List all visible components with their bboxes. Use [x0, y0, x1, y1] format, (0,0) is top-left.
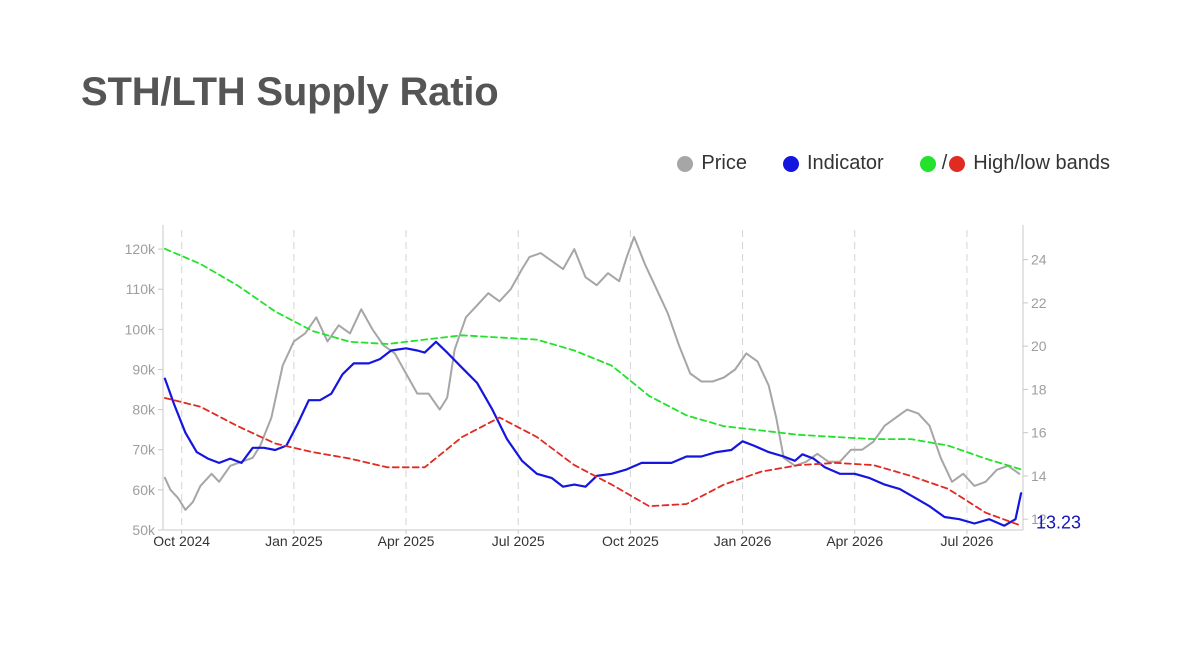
price-legend-dot [677, 155, 694, 172]
low-band-line[interactable] [164, 397, 1022, 527]
x-tick-label: Apr 2025 [378, 533, 435, 549]
series [163, 236, 1023, 527]
legend-bands-label: High/low bands [973, 152, 1110, 174]
x-tick-label: Jan 2026 [714, 533, 772, 549]
right-tick-label: 22 [1031, 295, 1047, 311]
legend-bands-separator: / [941, 152, 948, 174]
price-line[interactable] [163, 236, 1021, 511]
indicator-line[interactable] [163, 340, 1023, 527]
legend-item-bands[interactable]: / High/low bands [919, 152, 1110, 175]
axes [158, 225, 1028, 534]
left-tick-label: 90k [132, 361, 156, 377]
x-tick-label: Oct 2024 [153, 533, 210, 549]
right-tick-label: 20 [1031, 338, 1047, 354]
legend: Price Indicator / High/low bands [677, 152, 1110, 175]
legend-item-indicator[interactable]: Indicator [782, 152, 884, 175]
left-tick-label: 80k [132, 402, 156, 418]
left-tick-label: 50k [132, 522, 156, 538]
legend-indicator-label: Indicator [806, 152, 884, 174]
high-band-legend-dot [919, 155, 936, 172]
left-tick-label: 100k [125, 321, 156, 337]
indicator-last-value-label: 13.23 [1036, 513, 1081, 533]
left-tick-label: 110k [126, 281, 156, 297]
right-tick-label: 18 [1031, 381, 1047, 397]
right-tick-label: 24 [1031, 252, 1047, 268]
grid-lines [181, 230, 968, 530]
low-band-legend-dot [949, 155, 966, 172]
legend-price-label: Price [701, 152, 747, 174]
right-tick-label: 12 [1031, 511, 1047, 527]
right-tick-label: 16 [1031, 425, 1047, 441]
right-tick-label: 14 [1031, 468, 1047, 484]
left-tick-label: 70k [132, 442, 156, 458]
axis-labels: 50k 60k 70k 80k 90k 100k 110k 120k 12 14 16 18 20 22 2… [125, 241, 1081, 549]
left-tick-label: 60k [132, 482, 156, 498]
x-tick-label: Oct 2025 [602, 533, 659, 549]
x-tick-label: Jul 2025 [492, 533, 545, 549]
chart-title: STH/LTH Supply Ratio [81, 70, 499, 114]
legend-item-price[interactable]: Price [677, 152, 747, 175]
x-tick-label: Apr 2026 [826, 533, 883, 549]
x-tick-label: Jan 2025 [265, 533, 323, 549]
x-tick-label: Jul 2026 [940, 533, 993, 549]
left-tick-label: 120k [125, 241, 156, 257]
indicator-legend-dot [782, 155, 799, 172]
high-band-line[interactable] [164, 247, 1022, 471]
